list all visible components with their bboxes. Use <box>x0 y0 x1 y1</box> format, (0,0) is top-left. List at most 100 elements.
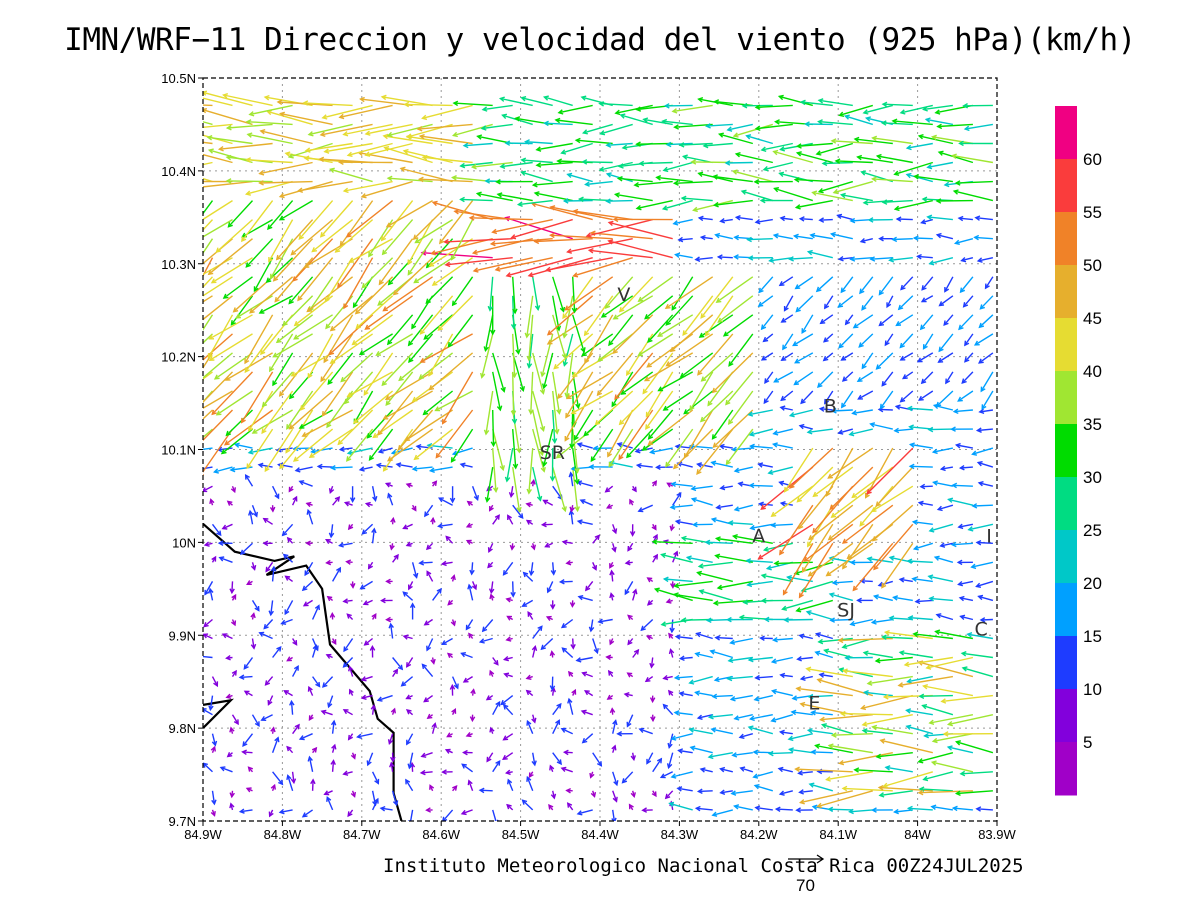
wind-arrow <box>545 615 553 622</box>
wind-arrow <box>329 612 336 620</box>
wind-arrow <box>298 200 334 241</box>
wind-arrow <box>729 694 753 702</box>
wind-arrow <box>727 520 753 526</box>
wind-arrow <box>759 197 793 204</box>
wind-arrow <box>886 295 894 309</box>
wind-arrow <box>203 276 233 297</box>
wind-arrow <box>806 728 833 735</box>
wind-arrow <box>748 714 773 722</box>
wind-arrow <box>711 409 734 440</box>
wind-arrow <box>800 390 814 405</box>
wind-arrow <box>669 314 714 353</box>
wind-arrow <box>592 534 601 544</box>
wind-arrow <box>897 675 954 688</box>
wind-arrow <box>258 180 313 186</box>
wind-arrow <box>366 752 374 767</box>
wind-arrow <box>286 656 293 662</box>
wind-arrow <box>238 674 253 680</box>
wind-arrow <box>581 123 613 135</box>
colorbar-label: 40 <box>1083 362 1102 381</box>
wind-arrow <box>738 733 753 739</box>
wind-arrow <box>967 523 994 532</box>
wind-arrow <box>211 555 217 563</box>
wind-arrow <box>480 123 513 131</box>
wind-arrow <box>645 371 674 418</box>
wind-arrow <box>226 500 233 506</box>
wind-arrow <box>699 767 713 773</box>
wind-arrow <box>203 409 233 442</box>
wind-arrow <box>839 710 893 717</box>
wind-arrow <box>451 276 474 307</box>
wind-arrow <box>346 447 373 456</box>
wind-arrow <box>827 447 874 479</box>
wind-arrow <box>801 523 834 573</box>
wind-arrow <box>848 428 873 437</box>
wind-arrow <box>754 123 793 132</box>
wind-arrow <box>218 556 233 563</box>
wind-arrow <box>244 314 274 365</box>
wind-arrow <box>567 697 574 715</box>
wind-arrow <box>912 235 933 241</box>
wind-arrow <box>696 428 734 475</box>
wind-arrow <box>657 314 694 337</box>
wind-arrow <box>367 561 374 570</box>
wind-arrow <box>798 216 813 222</box>
wind-arrow <box>330 759 336 772</box>
wind-arrow <box>676 786 693 792</box>
wind-arrow <box>795 142 833 149</box>
wind-arrow <box>305 540 313 547</box>
wind-arrow <box>837 637 893 644</box>
wind-arrow <box>859 276 874 295</box>
wind-arrow <box>936 504 954 512</box>
wind-arrow <box>221 633 233 640</box>
wind-arrow <box>402 591 414 601</box>
wind-arrow <box>211 790 217 806</box>
wind-arrow <box>632 588 638 601</box>
wind-arrow <box>532 428 546 473</box>
wind-arrow <box>861 295 874 311</box>
wind-arrow <box>419 333 473 363</box>
wind-arrow <box>822 352 834 362</box>
wind-arrow <box>819 314 834 325</box>
wind-arrow <box>280 618 293 625</box>
x-tick-label: 84.7W <box>343 827 381 842</box>
wind-arrow <box>942 731 993 737</box>
wind-arrow <box>509 543 516 551</box>
wind-arrow <box>760 352 774 361</box>
wind-arrow <box>772 149 813 164</box>
wind-arrow <box>522 571 534 582</box>
wind-arrow <box>733 504 753 512</box>
wind-arrow <box>597 618 613 624</box>
wind-arrow <box>382 390 433 420</box>
wind-arrow <box>731 169 773 183</box>
wind-arrow <box>328 485 335 494</box>
wind-arrow <box>605 503 614 509</box>
wind-arrow <box>312 676 321 688</box>
wind-arrow <box>521 599 534 607</box>
wind-arrow <box>704 295 734 337</box>
wind-arrow <box>485 695 494 701</box>
wind-arrow <box>342 770 353 776</box>
wind-arrow <box>431 200 493 221</box>
colorbar-bin <box>1055 636 1077 690</box>
wind-arrow <box>298 409 333 429</box>
wind-arrow <box>660 552 693 563</box>
wind-arrow <box>779 504 814 556</box>
wind-arrow <box>685 555 713 563</box>
wind-arrow <box>282 295 314 327</box>
wind-arrow <box>278 199 313 221</box>
wind-arrow <box>608 460 633 468</box>
wind-arrow <box>267 200 294 231</box>
wind-arrow <box>526 448 534 495</box>
wind-arrow <box>319 200 354 238</box>
wind-arrow <box>964 352 974 363</box>
wind-arrow <box>832 180 873 195</box>
wind-arrow <box>950 426 973 432</box>
wind-arrow <box>389 761 395 772</box>
wind-arrow <box>399 166 453 183</box>
wind-arrow <box>203 108 253 126</box>
wind-arrow <box>749 443 773 450</box>
wind-arrow <box>203 219 214 231</box>
wind-arrow <box>530 543 536 551</box>
